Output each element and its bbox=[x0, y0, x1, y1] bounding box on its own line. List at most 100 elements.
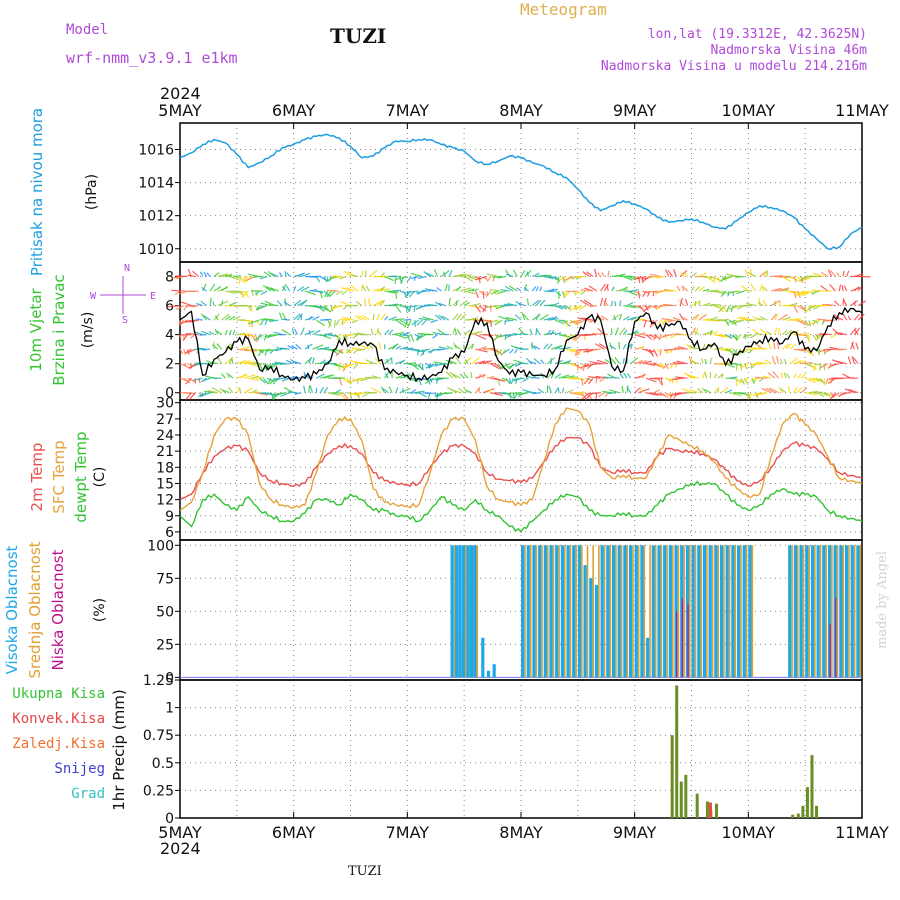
wind-arrow bbox=[497, 378, 501, 386]
wind-arrow bbox=[789, 302, 798, 307]
wind-arrow bbox=[345, 286, 355, 292]
wind-arrow bbox=[259, 275, 268, 280]
cloud-high-bar bbox=[481, 637, 485, 678]
temp-2m-line bbox=[179, 436, 863, 501]
wind-arrow bbox=[493, 290, 497, 296]
cloud-high-bar bbox=[455, 545, 459, 678]
wind-arrow bbox=[698, 313, 707, 321]
wind-arrow bbox=[838, 332, 847, 336]
wind-arrow bbox=[463, 357, 472, 365]
wind-arrow bbox=[683, 286, 689, 292]
wind-arrow bbox=[255, 376, 265, 379]
wind-arrow bbox=[770, 313, 778, 321]
wind-arrow bbox=[328, 290, 336, 298]
wind-arrow bbox=[562, 359, 572, 365]
wind-arrow bbox=[681, 285, 685, 292]
precip-total-bar bbox=[801, 805, 805, 818]
x-label-top: 9MAY bbox=[613, 101, 657, 120]
wind-arrow bbox=[550, 329, 555, 335]
wind-arrow bbox=[642, 305, 651, 313]
cloud-mid-bar bbox=[717, 545, 720, 678]
wind-arrow bbox=[518, 302, 525, 307]
wind-arrow bbox=[207, 390, 218, 394]
wind-arrow bbox=[662, 363, 670, 369]
wind-arrow bbox=[690, 375, 700, 379]
wind-arrow bbox=[857, 313, 865, 321]
y-tick-label: 12 bbox=[156, 493, 174, 509]
wind-arrow bbox=[442, 271, 446, 277]
wind-arrow bbox=[248, 377, 260, 381]
wind-arrow bbox=[327, 334, 335, 337]
wind-arrow bbox=[266, 348, 279, 352]
wind-arrow bbox=[829, 346, 840, 350]
wind-arrow bbox=[482, 290, 485, 299]
wind-arrow bbox=[339, 275, 347, 280]
wind-arrow bbox=[190, 334, 196, 339]
wind-arrow bbox=[185, 377, 192, 385]
wind-arrow bbox=[789, 357, 798, 365]
wind-arrow bbox=[597, 272, 602, 277]
wind-arrow bbox=[800, 276, 810, 282]
wind-arrow bbox=[760, 285, 765, 292]
wind-arrow bbox=[421, 333, 434, 336]
wind-arrow bbox=[291, 345, 298, 350]
wind-arrow bbox=[565, 319, 569, 327]
wind-arrow bbox=[262, 284, 272, 292]
wind-arrow bbox=[619, 286, 628, 292]
y-tick-label: 0.75 bbox=[143, 728, 174, 744]
precip-total-bar bbox=[684, 774, 688, 818]
wind-arrow bbox=[388, 303, 399, 307]
wind-arrow bbox=[297, 285, 305, 292]
wind-arrow bbox=[225, 315, 231, 321]
wind-arrow bbox=[721, 305, 728, 313]
wind-arrow bbox=[600, 283, 606, 292]
wind-arrow bbox=[505, 334, 518, 337]
wind-arrow bbox=[652, 334, 658, 341]
cloud-high-bar bbox=[526, 545, 530, 678]
cloud-mid-bar bbox=[734, 545, 737, 678]
wind-arrow bbox=[324, 290, 329, 298]
wind-arrow bbox=[543, 332, 557, 336]
wind-arrow bbox=[236, 348, 250, 352]
cloud-high-bar bbox=[611, 545, 616, 678]
cloud-high-bar bbox=[549, 545, 553, 678]
wind-arrow bbox=[816, 377, 824, 383]
compass-w: W bbox=[90, 291, 97, 302]
wind-arrow bbox=[759, 316, 768, 321]
wind-arrow bbox=[618, 313, 623, 321]
y-tick-label: 0.25 bbox=[143, 783, 174, 799]
wind-arrow bbox=[592, 332, 601, 336]
pressure-unit: (hPa) bbox=[84, 174, 100, 210]
wind-arrow bbox=[355, 300, 363, 307]
wind-arrow bbox=[782, 288, 790, 292]
y-tick-label: 0 bbox=[165, 670, 174, 686]
cloud-mid-bar bbox=[831, 545, 833, 678]
cloud-mid-bar bbox=[637, 545, 640, 678]
wind-arrow bbox=[410, 334, 415, 342]
y-tick-label: 1016 bbox=[138, 142, 174, 158]
wind-arrow bbox=[730, 305, 741, 309]
wind-arrow bbox=[634, 334, 646, 339]
wind-arrow bbox=[793, 276, 797, 283]
wind-arrow bbox=[360, 377, 370, 382]
cloud-high-bar bbox=[566, 545, 570, 678]
wind-arrow bbox=[304, 290, 316, 296]
wind-arrow bbox=[323, 374, 335, 379]
cloud-mid-bar bbox=[728, 545, 731, 678]
wind-arrow bbox=[259, 363, 263, 370]
wind-arrow bbox=[349, 378, 352, 384]
wind-arrow bbox=[572, 305, 579, 311]
wind-arrow bbox=[326, 290, 332, 298]
wind-arrow bbox=[756, 361, 768, 365]
wind-arrow bbox=[332, 304, 344, 309]
wind-arrow bbox=[599, 297, 604, 306]
wind-arrow bbox=[774, 327, 778, 335]
cloud-mid-bar bbox=[689, 545, 691, 678]
wind-arrow bbox=[646, 304, 658, 309]
x-label-bottom: 5MAY bbox=[158, 823, 202, 842]
wind-arrow bbox=[569, 319, 582, 324]
wind-arrow bbox=[690, 286, 695, 292]
wind-arrow bbox=[505, 273, 514, 278]
wind-arrow bbox=[808, 377, 820, 383]
wind-arrow bbox=[174, 290, 181, 296]
